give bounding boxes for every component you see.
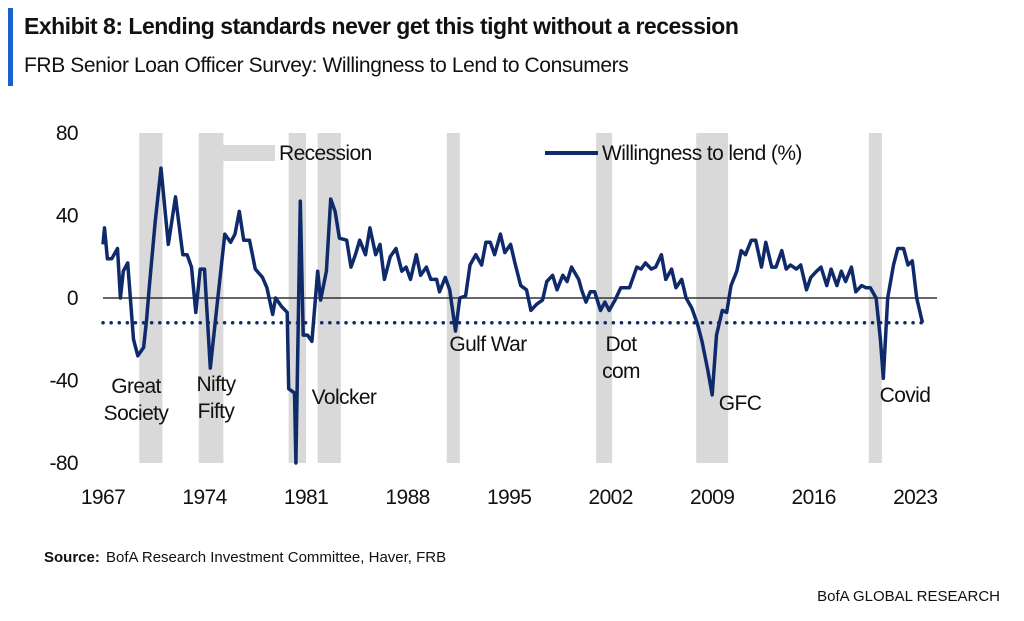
annotation: com [602, 360, 640, 383]
annotation: Dot [606, 333, 638, 356]
x-tick-label: 1967 [81, 486, 125, 509]
x-tick-label: 2002 [588, 486, 632, 509]
x-tick-label: 1995 [487, 486, 531, 509]
data-line [101, 166, 925, 465]
annotation: Great [111, 375, 161, 398]
x-tick-label: 2023 [893, 486, 937, 509]
legend-swatch [222, 145, 275, 161]
chart-title: Exhibit 8: Lending standards never get t… [24, 13, 738, 39]
chart-subtitle: FRB Senior Loan Officer Survey: Willingn… [24, 54, 628, 77]
y-tick-label: 0 [67, 287, 78, 310]
y-tick-label: 80 [56, 122, 78, 145]
x-tick-label: 1974 [182, 486, 227, 509]
x-tick-label: 1981 [284, 486, 328, 509]
annotation: Volcker [312, 386, 377, 409]
annotation: Gulf War [449, 333, 527, 356]
legend-label: Willingness to lend (%) [602, 142, 802, 165]
annotation: Covid [880, 384, 931, 407]
source-label: Source: [44, 549, 100, 566]
y-tick-label: -40 [49, 370, 78, 393]
x-tick-label: 2009 [690, 486, 734, 509]
footer: BofA GLOBAL RESEARCH [817, 588, 1000, 605]
annotation: GFC [719, 392, 762, 415]
annotation: Fifty [198, 400, 236, 423]
plot-area: -80 -40 0 40 80 1967 1974 1981 1988 1995 2002 2009 2… [49, 122, 938, 509]
source-text: BofA Research Investment Committee, Have… [106, 549, 446, 566]
legend-label: Recession [279, 142, 372, 165]
x-tick-label: 1988 [385, 486, 429, 509]
title-accent [8, 8, 13, 86]
y-tick-label: -80 [49, 452, 78, 475]
y-tick-label: 40 [56, 205, 78, 228]
annotation: Society [104, 402, 170, 425]
annotation: Nifty [196, 373, 236, 396]
x-tick-label: 2016 [792, 486, 836, 509]
